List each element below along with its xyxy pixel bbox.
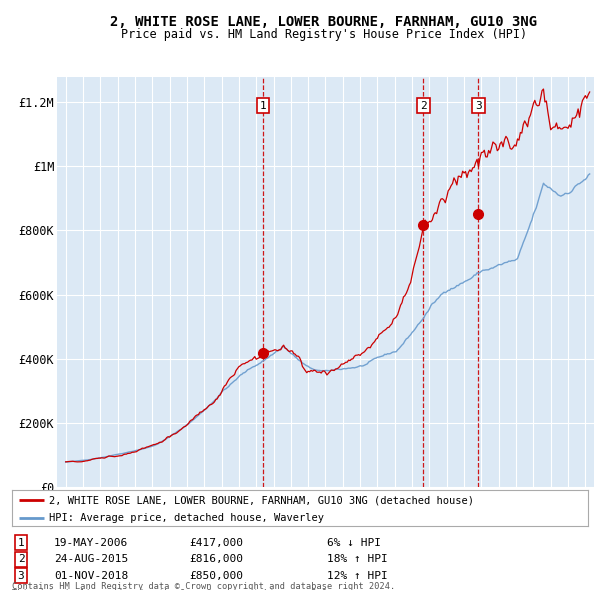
Text: 3: 3 xyxy=(475,100,482,110)
Text: 18% ↑ HPI: 18% ↑ HPI xyxy=(327,555,388,564)
Text: 6% ↓ HPI: 6% ↓ HPI xyxy=(327,538,381,548)
Text: £417,000: £417,000 xyxy=(189,538,243,548)
Text: Contains HM Land Registry data © Crown copyright and database right 2024.: Contains HM Land Registry data © Crown c… xyxy=(12,582,395,590)
Text: 2: 2 xyxy=(420,100,427,110)
Text: 19-MAY-2006: 19-MAY-2006 xyxy=(54,538,128,548)
Text: 1: 1 xyxy=(17,538,25,548)
Text: This data is licensed under the Open Government Licence v3.0.: This data is licensed under the Open Gov… xyxy=(12,589,332,590)
Text: 2, WHITE ROSE LANE, LOWER BOURNE, FARNHAM, GU10 3NG (detached house): 2, WHITE ROSE LANE, LOWER BOURNE, FARNHA… xyxy=(49,496,475,505)
Text: 12% ↑ HPI: 12% ↑ HPI xyxy=(327,571,388,581)
Text: Price paid vs. HM Land Registry's House Price Index (HPI): Price paid vs. HM Land Registry's House … xyxy=(121,28,527,41)
Text: 3: 3 xyxy=(17,571,25,581)
Text: HPI: Average price, detached house, Waverley: HPI: Average price, detached house, Wave… xyxy=(49,513,325,523)
Text: £816,000: £816,000 xyxy=(189,555,243,564)
Text: 2, WHITE ROSE LANE, LOWER BOURNE, FARNHAM, GU10 3NG: 2, WHITE ROSE LANE, LOWER BOURNE, FARNHA… xyxy=(110,15,538,29)
Text: 1: 1 xyxy=(259,100,266,110)
Text: 24-AUG-2015: 24-AUG-2015 xyxy=(54,555,128,564)
Text: 2: 2 xyxy=(17,555,25,564)
Text: 01-NOV-2018: 01-NOV-2018 xyxy=(54,571,128,581)
Text: £850,000: £850,000 xyxy=(189,571,243,581)
